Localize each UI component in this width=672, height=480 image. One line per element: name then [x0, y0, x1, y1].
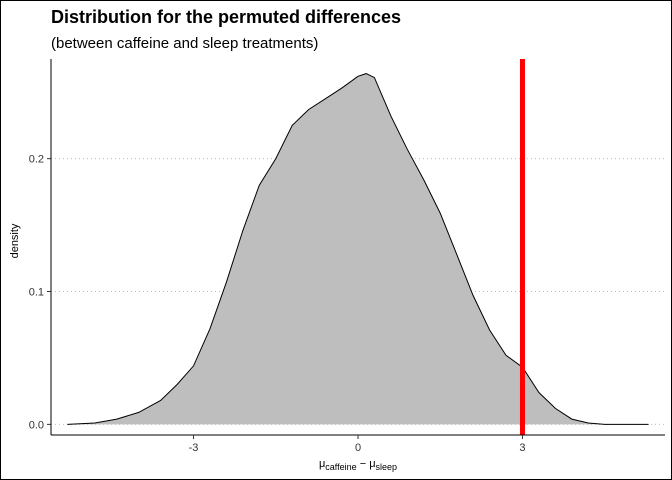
x-axis-title-minus: −	[357, 458, 370, 470]
chart-title: Distribution for the permuted difference…	[51, 7, 402, 27]
density-area	[67, 73, 649, 425]
x-tick-label-0: -3	[189, 442, 199, 454]
chart-subtitle: (between caffeine and sleep treatments)	[51, 35, 319, 52]
x-axis-ticks: -3 0 3	[189, 435, 526, 454]
x-axis-title-mu1: μ	[319, 458, 325, 470]
x-axis-title-sub1: caffeine	[325, 462, 356, 472]
x-axis-title-mu2: μ	[369, 458, 375, 470]
x-axis-title-sub2: sleep	[376, 462, 398, 472]
y-tick-label-2: 0.2	[29, 154, 44, 166]
x-tick-label-2: 3	[519, 442, 525, 454]
x-tick-label-1: 0	[355, 442, 361, 454]
density-line	[67, 73, 649, 425]
y-tick-label-0: 0.0	[29, 419, 44, 431]
y-axis-ticks: 0.0 0.1 0.2	[29, 154, 51, 431]
y-axis-title: density	[9, 223, 21, 258]
x-axis-title: μcaffeine − μsleep	[319, 458, 397, 472]
y-tick-label-1: 0.1	[29, 287, 44, 299]
